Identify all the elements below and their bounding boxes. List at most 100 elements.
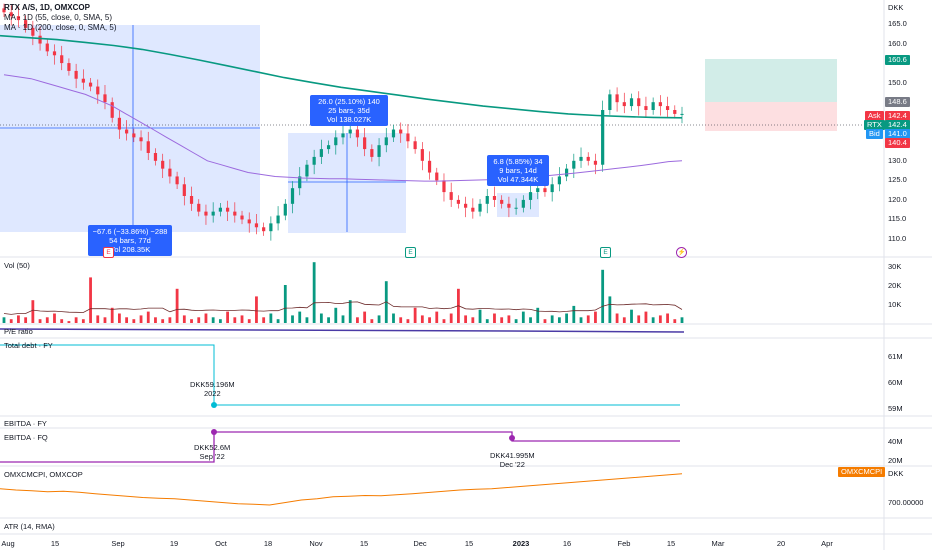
candle-body [31,27,35,36]
volume-legend[interactable]: Vol (50) [4,261,30,270]
candle-body [471,207,475,212]
debt-point[interactable] [211,402,217,408]
volume-bar [118,313,121,323]
candle-body [449,192,453,200]
volume-bar [478,309,482,323]
debt-legend[interactable]: Total debt · FY [4,341,53,350]
candle-body [673,110,677,114]
candle-body [276,215,280,224]
volume-bar [449,313,453,323]
candle-body [189,196,194,204]
omx-legend[interactable]: OMXCMCPI, OMXCOP [4,470,83,479]
candle-body [225,207,230,212]
volume-bar [9,319,13,323]
ebitda-value: DKK52.6M [194,443,231,452]
time-tick: 18 [263,539,273,548]
candle-body [24,20,28,28]
measure-area-3[interactable] [497,193,539,217]
candle-body [81,78,85,83]
rtx-label: RTX [864,120,885,130]
candle-body [233,211,237,216]
position-target-zone[interactable] [705,59,837,102]
volume-bar [103,317,107,323]
candle-body [153,153,158,161]
ebitda-period: Sep '22 [199,452,225,461]
volume-ma-line [3,301,683,315]
earnings-icon[interactable]: E [405,247,416,258]
ebitda-point[interactable] [211,429,217,435]
candle-body [247,219,251,224]
ebitda-fy-legend[interactable]: EBITDA · FY [4,419,47,428]
omx-line [0,473,683,506]
atr-legend[interactable]: ATR (14, RMA) [4,522,55,531]
position-stop-zone[interactable] [705,102,837,131]
ma200-legend[interactable]: MA · 1D (200, close, 0, SMA, 5) [4,23,117,32]
ebitda-value: DKK41.995M [490,451,535,460]
candle-body [550,184,554,193]
time-tick: Mar [711,539,725,548]
measure-box-1[interactable]: −67.6 (−33.86%) −288 54 bars, 77d Vol 20… [88,225,172,256]
volume-bar [601,269,605,323]
candle-body [420,149,424,161]
measure-box-2[interactable]: 26.0 (25.10%) 140 25 bars, 35d Vol 138.0… [310,95,388,126]
candle-body [211,211,215,216]
ebitda-point[interactable] [509,435,515,441]
candle-body [637,98,641,107]
volume-bar [175,288,179,323]
measure-bars: 9 bars, 14d [499,166,537,175]
volume-bar [637,315,641,323]
candle-body [240,215,244,220]
volume-bar [399,317,403,323]
volume-bar [240,315,244,323]
measure-area-1[interactable] [0,25,260,232]
volume-bar [305,317,309,323]
volume-bar [125,317,129,323]
candle-body [283,203,287,216]
earnings-icon[interactable]: E [103,247,114,258]
volume-bar [283,285,287,323]
candle-body [38,35,42,44]
earnings-icon[interactable]: E [600,247,611,258]
debt-tick: 60M [888,378,903,387]
candle-body [363,137,367,150]
volume-bar [644,311,648,323]
volume-bar [377,315,381,323]
volume-bar [319,313,323,323]
candle-body [564,168,569,177]
time-tick: 20 [776,539,786,548]
dividend-icon[interactable]: ⚡ [676,247,687,258]
time-tick: Aug [1,539,15,548]
candle-body [622,102,626,107]
volume-bar [139,315,143,323]
pe-legend[interactable]: P/E ratio [4,327,33,336]
volume-bar [428,317,431,323]
candle-body [88,82,93,87]
candle-body [326,145,331,150]
volume-bar [630,309,633,323]
volume-bar [435,311,439,323]
time-tick: 15 [50,539,60,548]
measure-box-3[interactable]: 6.8 (5.85%) 34 9 bars, 14d Vol 47.344K [487,155,549,186]
volume-bar [493,313,496,323]
measure-volume: Vol 138.027K [326,115,372,124]
candle-body [341,133,345,138]
volume-bar [334,307,338,323]
volume-bar [132,319,136,323]
ebitda-fq-legend[interactable]: EBITDA · FQ [4,433,48,442]
volume-bar [500,317,504,323]
candle-body [60,55,64,64]
volume-bar [24,317,28,323]
ma55-legend[interactable]: MA · 1D (55, close, 0, SMA, 5) [4,13,113,22]
candle-body [117,117,122,130]
volume-bar [96,315,100,323]
volume-bar [226,311,229,323]
volume-bar [89,277,92,323]
symbol-legend[interactable]: RTX A/S, 1D, OMXCOP [4,3,90,12]
candle-body [680,113,684,115]
volume-bar [557,317,561,323]
candle-body [175,176,179,185]
candle-body [456,199,461,204]
candle-body [298,176,302,189]
volume-bar [622,317,626,323]
price-tick: 110.0 [888,234,907,243]
